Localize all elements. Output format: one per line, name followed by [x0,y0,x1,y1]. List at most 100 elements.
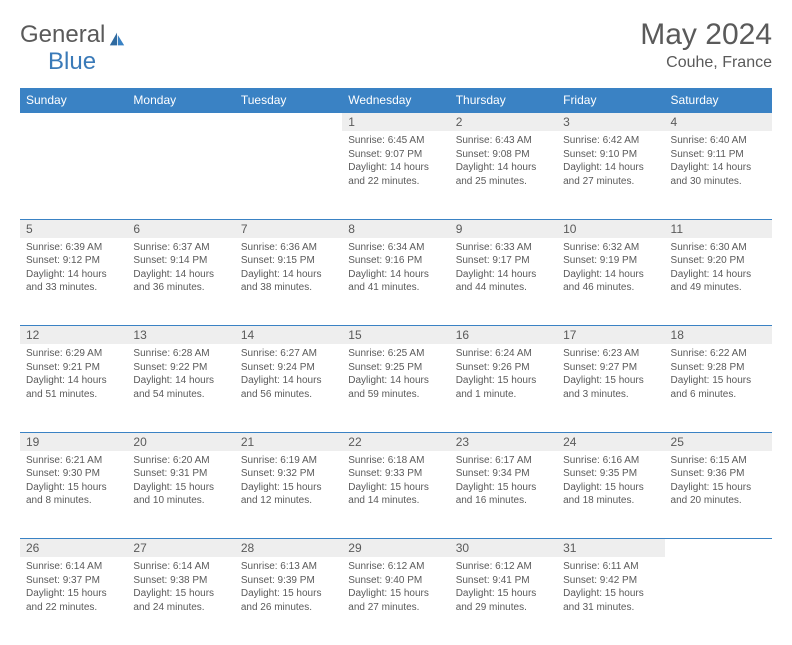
title-block: May 2024 Couhe, France [640,18,772,72]
location: Couhe, France [640,54,772,72]
day-cell: Sunrise: 6:27 AMSunset: 9:24 PMDaylight:… [235,344,342,432]
weekday-header: Tuesday [235,88,342,113]
weekday-header: Wednesday [342,88,449,113]
day-number: 16 [450,326,557,345]
daylight-line: Daylight: 14 hours and 33 minutes. [26,268,121,295]
day-cell: Sunrise: 6:39 AMSunset: 9:12 PMDaylight:… [20,238,127,326]
day-number: 27 [127,539,234,558]
day-cell: Sunrise: 6:36 AMSunset: 9:15 PMDaylight:… [235,238,342,326]
daylight-line: Daylight: 14 hours and 27 minutes. [563,161,658,188]
daylight-line: Daylight: 15 hours and 8 minutes. [26,481,121,508]
sunrise-line: Sunrise: 6:20 AM [133,454,228,468]
daylight-line: Daylight: 15 hours and 20 minutes. [671,481,766,508]
day-number: 18 [665,326,772,345]
sunrise-line: Sunrise: 6:14 AM [133,560,228,574]
sunset-line: Sunset: 9:28 PM [671,361,766,375]
sunset-line: Sunset: 9:41 PM [456,574,551,588]
day-cell: Sunrise: 6:33 AMSunset: 9:17 PMDaylight:… [450,238,557,326]
weekday-header: Friday [557,88,664,113]
day-number: 11 [665,219,772,238]
daylight-line: Daylight: 14 hours and 56 minutes. [241,374,336,401]
sunrise-line: Sunrise: 6:12 AM [348,560,443,574]
sunset-line: Sunset: 9:32 PM [241,467,336,481]
day-number: 13 [127,326,234,345]
day-number: 2 [450,113,557,132]
empty-cell [235,113,342,132]
day-cell: Sunrise: 6:37 AMSunset: 9:14 PMDaylight:… [127,238,234,326]
day-cell: Sunrise: 6:24 AMSunset: 9:26 PMDaylight:… [450,344,557,432]
sunset-line: Sunset: 9:14 PM [133,254,228,268]
day-cell: Sunrise: 6:11 AMSunset: 9:42 PMDaylight:… [557,557,664,645]
day-cell: Sunrise: 6:45 AMSunset: 9:07 PMDaylight:… [342,131,449,219]
sunrise-line: Sunrise: 6:12 AM [456,560,551,574]
sunrise-line: Sunrise: 6:13 AM [241,560,336,574]
calendar-header-row: SundayMondayTuesdayWednesdayThursdayFrid… [20,88,772,113]
month-title: May 2024 [640,18,772,52]
daylight-line: Daylight: 14 hours and 41 minutes. [348,268,443,295]
daylight-line: Daylight: 14 hours and 30 minutes. [671,161,766,188]
sunrise-line: Sunrise: 6:32 AM [563,241,658,255]
daylight-line: Daylight: 15 hours and 3 minutes. [563,374,658,401]
sunrise-line: Sunrise: 6:34 AM [348,241,443,255]
day-number: 6 [127,219,234,238]
sunrise-line: Sunrise: 6:15 AM [671,454,766,468]
calendar-table: SundayMondayTuesdayWednesdayThursdayFrid… [20,88,772,645]
sunrise-line: Sunrise: 6:17 AM [456,454,551,468]
sunrise-line: Sunrise: 6:19 AM [241,454,336,468]
day-cell: Sunrise: 6:13 AMSunset: 9:39 PMDaylight:… [235,557,342,645]
daylight-line: Daylight: 15 hours and 18 minutes. [563,481,658,508]
sunset-line: Sunset: 9:22 PM [133,361,228,375]
day-number: 17 [557,326,664,345]
sunset-line: Sunset: 9:16 PM [348,254,443,268]
logo-text-2: Blue [48,49,96,74]
daylight-line: Daylight: 14 hours and 44 minutes. [456,268,551,295]
header: GeneralBlue May 2024 Couhe, France [20,18,772,74]
day-cell: Sunrise: 6:28 AMSunset: 9:22 PMDaylight:… [127,344,234,432]
day-cell: Sunrise: 6:22 AMSunset: 9:28 PMDaylight:… [665,344,772,432]
day-number: 10 [557,219,664,238]
daylight-line: Daylight: 15 hours and 27 minutes. [348,587,443,614]
sunset-line: Sunset: 9:30 PM [26,467,121,481]
sunset-line: Sunset: 9:20 PM [671,254,766,268]
sunrise-line: Sunrise: 6:30 AM [671,241,766,255]
day-number: 23 [450,432,557,451]
day-number: 12 [20,326,127,345]
day-number: 24 [557,432,664,451]
sunset-line: Sunset: 9:34 PM [456,467,551,481]
day-cell: Sunrise: 6:21 AMSunset: 9:30 PMDaylight:… [20,451,127,539]
day-number: 4 [665,113,772,132]
sunset-line: Sunset: 9:17 PM [456,254,551,268]
daylight-line: Daylight: 15 hours and 29 minutes. [456,587,551,614]
logo-sail-icon [107,31,127,47]
sunset-line: Sunset: 9:26 PM [456,361,551,375]
day-cell: Sunrise: 6:17 AMSunset: 9:34 PMDaylight:… [450,451,557,539]
day-number: 21 [235,432,342,451]
daylight-line: Daylight: 15 hours and 31 minutes. [563,587,658,614]
sunset-line: Sunset: 9:35 PM [563,467,658,481]
sunset-line: Sunset: 9:39 PM [241,574,336,588]
sunrise-line: Sunrise: 6:21 AM [26,454,121,468]
sunrise-line: Sunrise: 6:39 AM [26,241,121,255]
day-cell: Sunrise: 6:12 AMSunset: 9:40 PMDaylight:… [342,557,449,645]
sunrise-line: Sunrise: 6:45 AM [348,134,443,148]
sunrise-line: Sunrise: 6:11 AM [563,560,658,574]
day-cell: Sunrise: 6:14 AMSunset: 9:37 PMDaylight:… [20,557,127,645]
day-cell: Sunrise: 6:25 AMSunset: 9:25 PMDaylight:… [342,344,449,432]
sunrise-line: Sunrise: 6:23 AM [563,347,658,361]
empty-cell [127,113,234,132]
sunset-line: Sunset: 9:15 PM [241,254,336,268]
sunrise-line: Sunrise: 6:43 AM [456,134,551,148]
day-cell: Sunrise: 6:40 AMSunset: 9:11 PMDaylight:… [665,131,772,219]
sunset-line: Sunset: 9:31 PM [133,467,228,481]
day-cell: Sunrise: 6:16 AMSunset: 9:35 PMDaylight:… [557,451,664,539]
daylight-line: Daylight: 15 hours and 1 minute. [456,374,551,401]
daylight-line: Daylight: 14 hours and 38 minutes. [241,268,336,295]
day-number: 20 [127,432,234,451]
day-cell: Sunrise: 6:32 AMSunset: 9:19 PMDaylight:… [557,238,664,326]
weekday-header: Saturday [665,88,772,113]
sunset-line: Sunset: 9:21 PM [26,361,121,375]
day-number: 28 [235,539,342,558]
empty-cell [235,131,342,219]
day-number: 29 [342,539,449,558]
sunset-line: Sunset: 9:24 PM [241,361,336,375]
